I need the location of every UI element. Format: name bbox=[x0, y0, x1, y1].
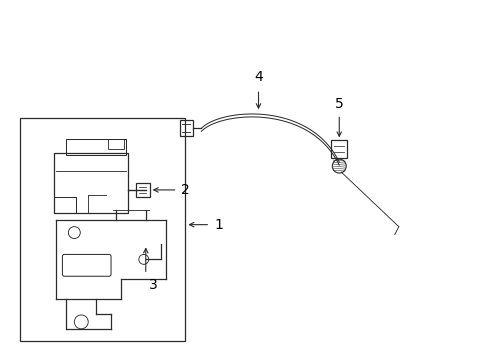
Bar bbox=[20, 118, 185, 341]
Bar bbox=[108, 139, 123, 149]
Bar bbox=[66, 139, 126, 155]
Bar bbox=[136, 183, 149, 197]
Bar bbox=[179, 121, 193, 136]
Text: 2: 2 bbox=[181, 183, 190, 197]
Text: 3: 3 bbox=[148, 278, 157, 292]
Bar bbox=[331, 140, 346, 158]
Text: 5: 5 bbox=[334, 96, 343, 111]
Text: 1: 1 bbox=[214, 218, 223, 231]
Text: 4: 4 bbox=[254, 70, 263, 84]
